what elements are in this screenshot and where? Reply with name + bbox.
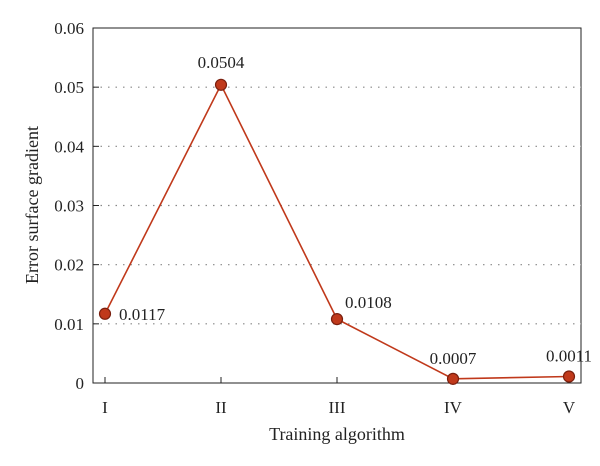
y-tick-label: 0.03 bbox=[54, 197, 84, 216]
data-label: 0.0007 bbox=[430, 349, 477, 368]
y-axis-ticks: 0 0.01 0.02 0.03 0.04 0.05 0.06 bbox=[54, 19, 99, 393]
data-series bbox=[98, 78, 576, 385]
data-point bbox=[562, 370, 576, 383]
y-tick-label: 0.01 bbox=[54, 315, 84, 334]
data-point bbox=[330, 313, 344, 326]
data-label: 0.0117 bbox=[119, 305, 166, 324]
grid-lines bbox=[93, 86, 581, 325]
data-label: 0.0011 bbox=[546, 346, 592, 365]
series-line bbox=[104, 83, 570, 380]
y-axis-title: Error surface gradient bbox=[22, 126, 42, 284]
x-tick-label: I bbox=[102, 398, 108, 417]
x-axis-title: Training algorithm bbox=[269, 424, 405, 444]
y-tick-label: 0.06 bbox=[54, 19, 84, 38]
data-point bbox=[214, 78, 228, 91]
y-tick-label: 0.04 bbox=[54, 137, 84, 156]
x-tick-label: V bbox=[563, 398, 576, 417]
data-point bbox=[446, 372, 460, 385]
x-tick-label: IV bbox=[444, 398, 463, 417]
y-tick-label: 0.02 bbox=[54, 256, 84, 275]
data-labels: 0.0117 0.0504 0.0108 0.0007 0.0011 bbox=[119, 53, 592, 368]
x-tick-label: III bbox=[329, 398, 346, 417]
data-label: 0.0504 bbox=[198, 53, 245, 72]
y-tick-label: 0.05 bbox=[54, 78, 84, 97]
x-tick-label: II bbox=[215, 398, 227, 417]
y-tick-label: 0 bbox=[76, 374, 85, 393]
data-point bbox=[98, 307, 112, 320]
data-label: 0.0108 bbox=[345, 293, 392, 312]
plot-frame bbox=[92, 27, 582, 384]
